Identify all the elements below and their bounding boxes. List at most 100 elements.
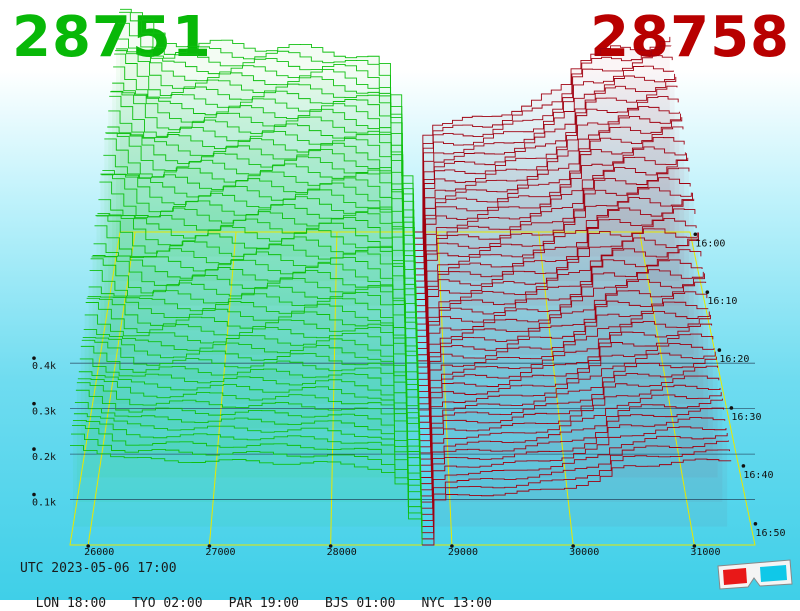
ask-depth-line xyxy=(414,117,683,294)
ask-depth-line xyxy=(419,314,711,442)
ask-depth-line xyxy=(413,45,672,239)
ask-depth-line xyxy=(415,167,690,331)
ask-depth-line xyxy=(412,36,671,233)
price-tick-mark xyxy=(692,544,697,548)
bid-depth-line xyxy=(85,302,420,447)
ask-depth-line xyxy=(417,228,698,374)
price-tick-mark xyxy=(450,544,454,548)
bid-depth-line xyxy=(80,345,421,478)
bid-depth-line xyxy=(83,329,421,460)
ask-depth-line xyxy=(413,65,674,251)
grid-frame xyxy=(69,231,756,546)
bid-depth-line xyxy=(118,22,414,245)
bid-depth-line xyxy=(96,214,418,380)
bid-depth-line xyxy=(102,170,417,343)
ask-depth-line xyxy=(418,310,710,435)
bid-depth-line xyxy=(98,199,418,368)
price-tick-label: 28000 xyxy=(327,547,357,558)
price-tick-label: 30000 xyxy=(569,547,599,558)
ask-depth-line xyxy=(418,301,709,429)
ask-depth-line xyxy=(421,440,729,534)
ask-depth-line xyxy=(419,351,716,466)
bid-depth-line xyxy=(70,433,423,539)
ask-depth-line xyxy=(419,323,713,448)
ask-depth-line xyxy=(414,113,682,288)
bid-depth-fill xyxy=(96,214,418,380)
bid-depth-line xyxy=(82,337,421,466)
city-time-bjs: BJS 01:00 xyxy=(325,596,396,611)
bid-depth-line xyxy=(117,38,414,251)
time-tick-mark xyxy=(693,232,698,237)
volume-tick-label: 0.2k xyxy=(32,452,56,463)
city-times: LON 18:00 TYO 02:00 PAR 19:00 BJS 01:00 NYC … xyxy=(20,581,518,611)
bid-depth-line xyxy=(75,389,422,509)
ask-depth-line xyxy=(417,259,703,399)
ask-depth-line xyxy=(421,417,726,515)
ask-depth-line xyxy=(419,343,715,460)
bid-depth-line xyxy=(92,255,419,404)
bid-depth-line xyxy=(94,225,419,392)
ask-depth-line xyxy=(413,55,673,245)
bid-depth-line xyxy=(73,413,422,521)
price-tick-label: 29000 xyxy=(448,547,478,558)
bid-depth-line xyxy=(114,53,415,269)
bid-depth-fill xyxy=(108,110,416,306)
bid-depth-line xyxy=(109,95,416,300)
bid-depth-line xyxy=(93,243,419,398)
ask-depth-line xyxy=(420,398,723,503)
time-tick-label: 16:00 xyxy=(695,238,725,249)
ask-depth-fill xyxy=(415,137,685,306)
price-grid-line xyxy=(330,231,338,546)
time-tick-mark xyxy=(717,348,722,352)
ask-depth-line xyxy=(418,273,705,411)
utc-time: UTC 2023-05-06 17:00 xyxy=(20,561,177,576)
ask-depth-fill xyxy=(412,36,670,232)
price-tick-label: 31000 xyxy=(690,547,720,558)
bid-depth-line xyxy=(110,91,416,294)
bid-depth-line xyxy=(120,8,414,232)
ask-depth-line xyxy=(416,208,696,362)
3d-glasses-icon[interactable] xyxy=(714,556,794,592)
time-tick-label: 16:50 xyxy=(755,528,785,539)
volume-tick-mark xyxy=(32,447,36,451)
ask-depth-line xyxy=(418,291,708,423)
bid-price: 28751 xyxy=(12,5,212,70)
bid-depth-line xyxy=(116,48,415,257)
ask-depth-fill xyxy=(416,198,694,355)
price-tick-mark xyxy=(207,544,212,548)
bid-depth-fill xyxy=(116,48,414,257)
city-time-nyc: NYC 13:00 xyxy=(421,596,492,611)
ask-depth-line xyxy=(421,432,728,528)
bid-depth-line xyxy=(111,90,416,288)
volume-tick-mark xyxy=(32,401,36,406)
ask-depth-line xyxy=(420,392,722,497)
city-time-tyo: TYO 02:00 xyxy=(132,596,203,611)
ask-depth-line xyxy=(417,232,699,380)
ask-depth-line xyxy=(419,356,717,472)
city-time-lon: LON 18:00 xyxy=(35,596,107,611)
ask-depth-fill xyxy=(414,106,680,282)
ask-depth-line xyxy=(415,153,687,319)
time-tick-mark xyxy=(705,290,710,294)
time-tick-label: 16:30 xyxy=(731,412,761,423)
price-grid-line xyxy=(87,231,136,546)
bid-depth-line xyxy=(88,286,420,429)
bid-depth-line xyxy=(89,270,419,423)
price-grid-line xyxy=(208,231,237,546)
ask-depth-line xyxy=(414,126,684,300)
ask-depth-line xyxy=(422,458,732,546)
bid-depth-line xyxy=(81,339,421,472)
price-tick-mark xyxy=(571,544,575,548)
ask-depth-line xyxy=(421,407,725,509)
ask-depth-fill xyxy=(418,302,709,429)
ask-depth-line xyxy=(415,136,685,307)
bid-depth-line xyxy=(119,11,414,239)
bid-depth-fill xyxy=(120,9,413,233)
ask-depth-line xyxy=(420,375,720,485)
ask-depth-line xyxy=(421,426,727,521)
bid-depth-line xyxy=(72,419,422,527)
ask-depth-line xyxy=(418,281,707,417)
bid-depth-line xyxy=(103,154,417,337)
volume-tick-label: 0.3k xyxy=(32,407,56,418)
